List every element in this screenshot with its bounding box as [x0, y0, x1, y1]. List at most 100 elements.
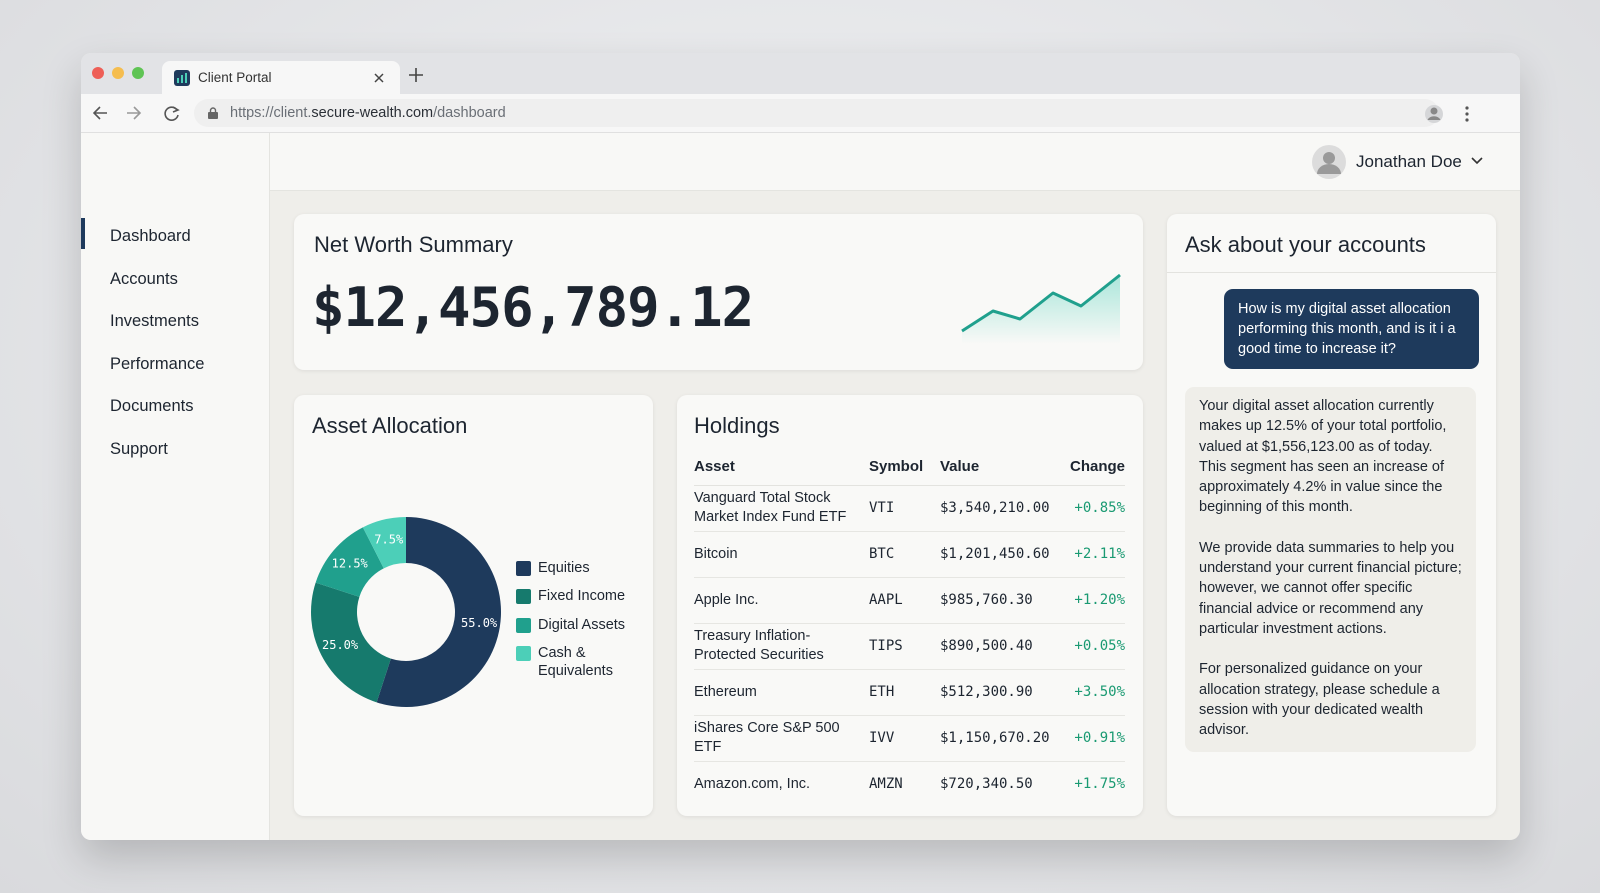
donut-slice: [311, 582, 391, 703]
holding-row: iShares Core S&P 500 ETF IVV $1,150,670.20…: [694, 715, 1125, 762]
tab-bar: Client Portal: [81, 53, 1520, 94]
slice-label: 25.0%: [322, 638, 359, 652]
nav-item[interactable]: Investments: [110, 312, 199, 331]
answer-paragraph: For personalized guidance on your alloca…: [1199, 661, 1440, 739]
symbol: VTI: [869, 485, 940, 532]
address-bar: https://client.secure-wealth.com/dashboa…: [81, 94, 1520, 133]
chat-card: Ask about your accounts How is my digita…: [1167, 214, 1496, 816]
slice-label: 55.0%: [461, 616, 498, 630]
asset-name: Apple Inc.: [694, 577, 869, 624]
asset-name: Treasury Inflation-Protected Securities: [694, 623, 869, 670]
browser-menu[interactable]: [1424, 104, 1504, 124]
window-controls[interactable]: [91, 66, 151, 80]
donut-slice: [376, 517, 501, 707]
close-tab[interactable]: [374, 73, 384, 83]
holding-row: Bitcoin BTC $1,201,450.60 +2.11%: [694, 531, 1125, 578]
change: +0.91%: [1060, 715, 1125, 762]
slice-label: 7.5%: [374, 533, 404, 547]
change: +3.50%: [1060, 669, 1125, 716]
net-worth-value: $12,456,789.12: [312, 276, 754, 339]
user-name[interactable]: Jonathan Doe: [1356, 152, 1462, 171]
symbol: TIPS: [869, 623, 940, 670]
url-scheme: https://client.: [230, 105, 312, 121]
answer-paragraph: Your digital asset allocation currently …: [1199, 398, 1447, 516]
nav-item[interactable]: Documents: [110, 397, 194, 416]
answer-paragraph: We provide data summaries to help you un…: [1199, 539, 1462, 637]
divider: [1167, 272, 1496, 273]
asset-name: iShares Core S&P 500 ETF: [694, 715, 869, 762]
symbol: AAPL: [869, 577, 940, 624]
nav-item[interactable]: Accounts: [110, 269, 178, 288]
asset-name: Bitcoin: [694, 531, 869, 578]
legend-label: Fixed Income: [538, 588, 626, 605]
browser-window: Client Portal https://client.secure-weal…: [81, 53, 1520, 840]
holding-row: Apple Inc. AAPL $985,760.30 +1.20%: [694, 577, 1125, 624]
allocation-card: Asset Allocation 55.0% 25.0% 12.5% 7.5% Equ…: [294, 395, 653, 816]
avatar[interactable]: [1311, 144, 1347, 180]
nav-item[interactable]: Support: [110, 440, 168, 458]
holding-row: Amazon.com, Inc. AMZN $720,340.50 +1.75%: [694, 761, 1125, 807]
column-header: Asset: [694, 449, 869, 486]
legend-label: Equities: [538, 560, 590, 576]
legend-swatch: [516, 561, 531, 576]
holding-row: Treasury Inflation-Protected Securities T…: [694, 623, 1125, 670]
change: +1.75%: [1074, 775, 1125, 792]
legend-label: Digital Assets: [538, 616, 626, 633]
change: +1.20%: [1060, 577, 1125, 624]
favicon: [174, 70, 190, 86]
value: $1,201,450.60: [940, 531, 1060, 578]
nav-buttons[interactable]: [93, 104, 183, 122]
lock-icon: [208, 107, 218, 119]
change: +0.85%: [1060, 485, 1125, 532]
symbol: BTC: [869, 531, 940, 578]
value: $890,500.40: [940, 623, 1060, 670]
donut-slice: [315, 527, 384, 597]
user-message: How is my digital asset allocation perfo…: [1224, 289, 1479, 369]
nav-item[interactable]: Performance: [110, 354, 205, 373]
asset-name: Ethereum: [694, 669, 869, 716]
value: $985,760.30: [940, 577, 1060, 624]
holding-row: Ethereum ETH $512,300.90 +3.50%: [694, 669, 1125, 716]
card-title: Asset Allocation: [312, 413, 468, 438]
card-title: Net Worth Summary: [314, 232, 513, 257]
legend-label: Cash & Equivalents: [538, 644, 613, 679]
tab-title: Client Portal: [198, 70, 272, 85]
slice-label: 12.5%: [332, 556, 369, 570]
legend-swatch: [516, 589, 531, 605]
legend-swatch: [516, 617, 531, 633]
value: $512,300.90: [940, 669, 1060, 716]
active-indicator: [81, 218, 85, 249]
symbol: AMZN: [869, 775, 903, 792]
asset-name: Vanguard Total Stock Market Index Fund E…: [694, 485, 869, 532]
new-tab[interactable]: [409, 68, 423, 82]
column-header: Value: [940, 449, 1060, 486]
holding-row: Vanguard Total Stock Market Index Fund E…: [694, 485, 1125, 532]
url-domain: secure-wealth.com: [311, 105, 434, 121]
value: $3,540,210.00: [940, 485, 1060, 532]
sidebar: Dashboard Accounts Investments Performance D…: [81, 133, 270, 840]
sparkline: [961, 273, 1121, 344]
change: +0.05%: [1060, 623, 1125, 670]
user-menu-chevron[interactable]: [1471, 157, 1483, 165]
holdings-card: Holdings Asset Symbol Value Change Vanguard …: [677, 395, 1143, 816]
holdings-table: Asset Symbol Value Change Vanguard Total Sto…: [694, 449, 1125, 807]
legend-swatch: [516, 645, 531, 661]
symbol: IVV: [869, 715, 940, 762]
header: Jonathan Doe: [270, 133, 1520, 191]
column-header: Symbol: [869, 449, 940, 486]
value: $1,150,670.20: [940, 715, 1060, 762]
change: +2.11%: [1060, 531, 1125, 578]
donut-chart: 55.0% 25.0% 12.5% 7.5%: [311, 517, 501, 707]
net-worth-card: Net Worth Summary $12,456,789.12: [294, 214, 1143, 370]
donut-slice: [362, 517, 406, 569]
tab[interactable]: Client Portal: [162, 61, 400, 94]
card-title: Holdings: [694, 413, 780, 438]
asset-name: Amazon.com, Inc.: [694, 775, 811, 792]
card-title: Ask about your accounts: [1185, 232, 1426, 257]
nav-item[interactable]: Dashboard: [110, 227, 191, 245]
url-field[interactable]: https://client.secure-wealth.com/dashboa…: [194, 99, 1439, 127]
assistant-message: Your digital asset allocation currently …: [1185, 387, 1476, 752]
url-path: /dashboard: [433, 105, 506, 121]
value: $720,340.50: [940, 775, 1033, 792]
